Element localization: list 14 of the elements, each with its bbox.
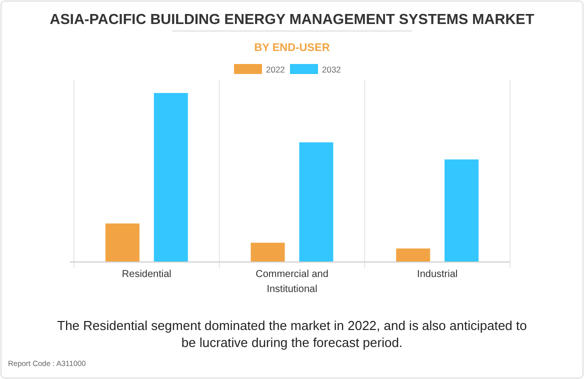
bar	[299, 142, 334, 262]
x-tick-label: Residential	[122, 269, 172, 280]
x-tick-label: Commercial and Institutional	[256, 269, 328, 295]
bar	[444, 159, 479, 262]
chart-title: ASIA-PACIFIC BUILDING ENERGY MANAGEMENT SYSTEMS MARKET	[50, 12, 534, 28]
chart-subtitle: BY END-USER	[254, 42, 330, 54]
legend-label: 2022	[266, 64, 286, 74]
bar	[250, 242, 285, 262]
bar	[396, 248, 430, 262]
bar	[105, 223, 140, 262]
legend-label: 2032	[322, 64, 342, 74]
x-tick-label: Industrial	[417, 269, 458, 280]
text: The Residential segment dominated the market in 2022, and is also anticipated to be lucrative during the forecast period.	[57, 318, 527, 350]
bar	[154, 93, 188, 262]
